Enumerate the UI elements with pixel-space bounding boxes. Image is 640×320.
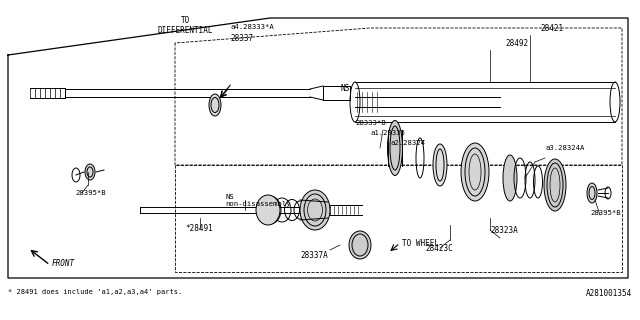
Text: 28492: 28492 <box>505 38 528 47</box>
Ellipse shape <box>433 144 447 186</box>
Ellipse shape <box>85 164 95 180</box>
Text: 28333*B: 28333*B <box>355 120 386 126</box>
Text: 28395*B: 28395*B <box>590 210 621 216</box>
Text: NS
non-disassembly: NS non-disassembly <box>225 194 291 206</box>
Text: NS: NS <box>340 84 349 92</box>
Text: TO WHEEL: TO WHEEL <box>402 238 439 247</box>
Text: 28323A: 28323A <box>490 226 518 235</box>
Text: a4.28333*A: a4.28333*A <box>230 24 274 30</box>
Ellipse shape <box>256 195 280 225</box>
Text: 28337: 28337 <box>230 34 253 43</box>
Text: TO
DIFFERENTIAL: TO DIFFERENTIAL <box>157 16 212 36</box>
Text: a2.28324: a2.28324 <box>390 140 425 146</box>
Ellipse shape <box>544 159 566 211</box>
Text: A281001354: A281001354 <box>586 289 632 298</box>
Ellipse shape <box>587 183 597 203</box>
Text: FRONT: FRONT <box>52 259 75 268</box>
Ellipse shape <box>503 155 517 201</box>
Ellipse shape <box>387 121 403 175</box>
Text: * 28491 does include 'a1,a2,a3,a4' parts.: * 28491 does include 'a1,a2,a3,a4' parts… <box>8 289 182 295</box>
Ellipse shape <box>461 143 489 201</box>
Ellipse shape <box>349 231 371 259</box>
Text: *28491: *28491 <box>185 223 212 233</box>
Text: 28395*B: 28395*B <box>75 190 106 196</box>
Text: 28423C: 28423C <box>425 244 452 252</box>
Text: a1.29335: a1.29335 <box>370 130 405 136</box>
Text: 28421: 28421 <box>540 23 563 33</box>
Text: a3.28324A: a3.28324A <box>545 145 584 151</box>
Text: 28337A: 28337A <box>300 251 328 260</box>
Ellipse shape <box>209 94 221 116</box>
Ellipse shape <box>300 190 330 230</box>
